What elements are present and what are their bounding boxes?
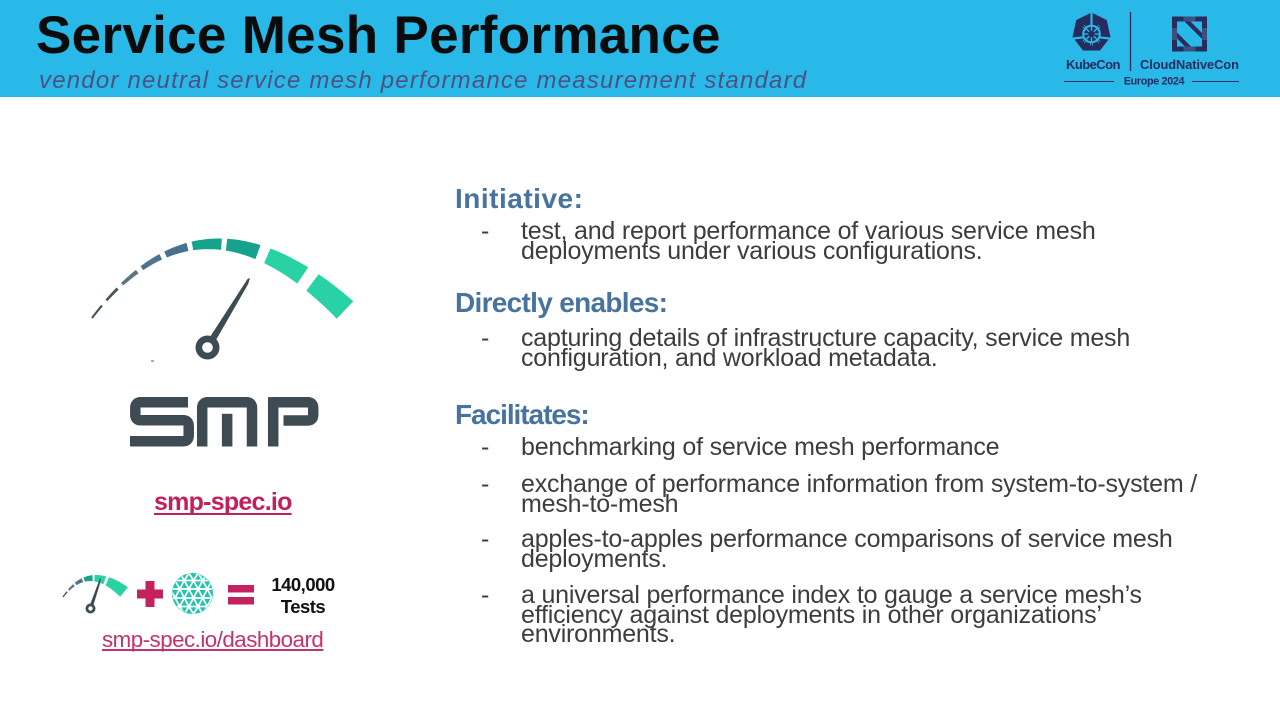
svg-text:Europe 2024: Europe 2024 [1124,76,1185,88]
svg-text:KubeCon: KubeCon [1066,57,1121,72]
svg-text:CloudNativeCon: CloudNativeCon [1140,57,1239,72]
